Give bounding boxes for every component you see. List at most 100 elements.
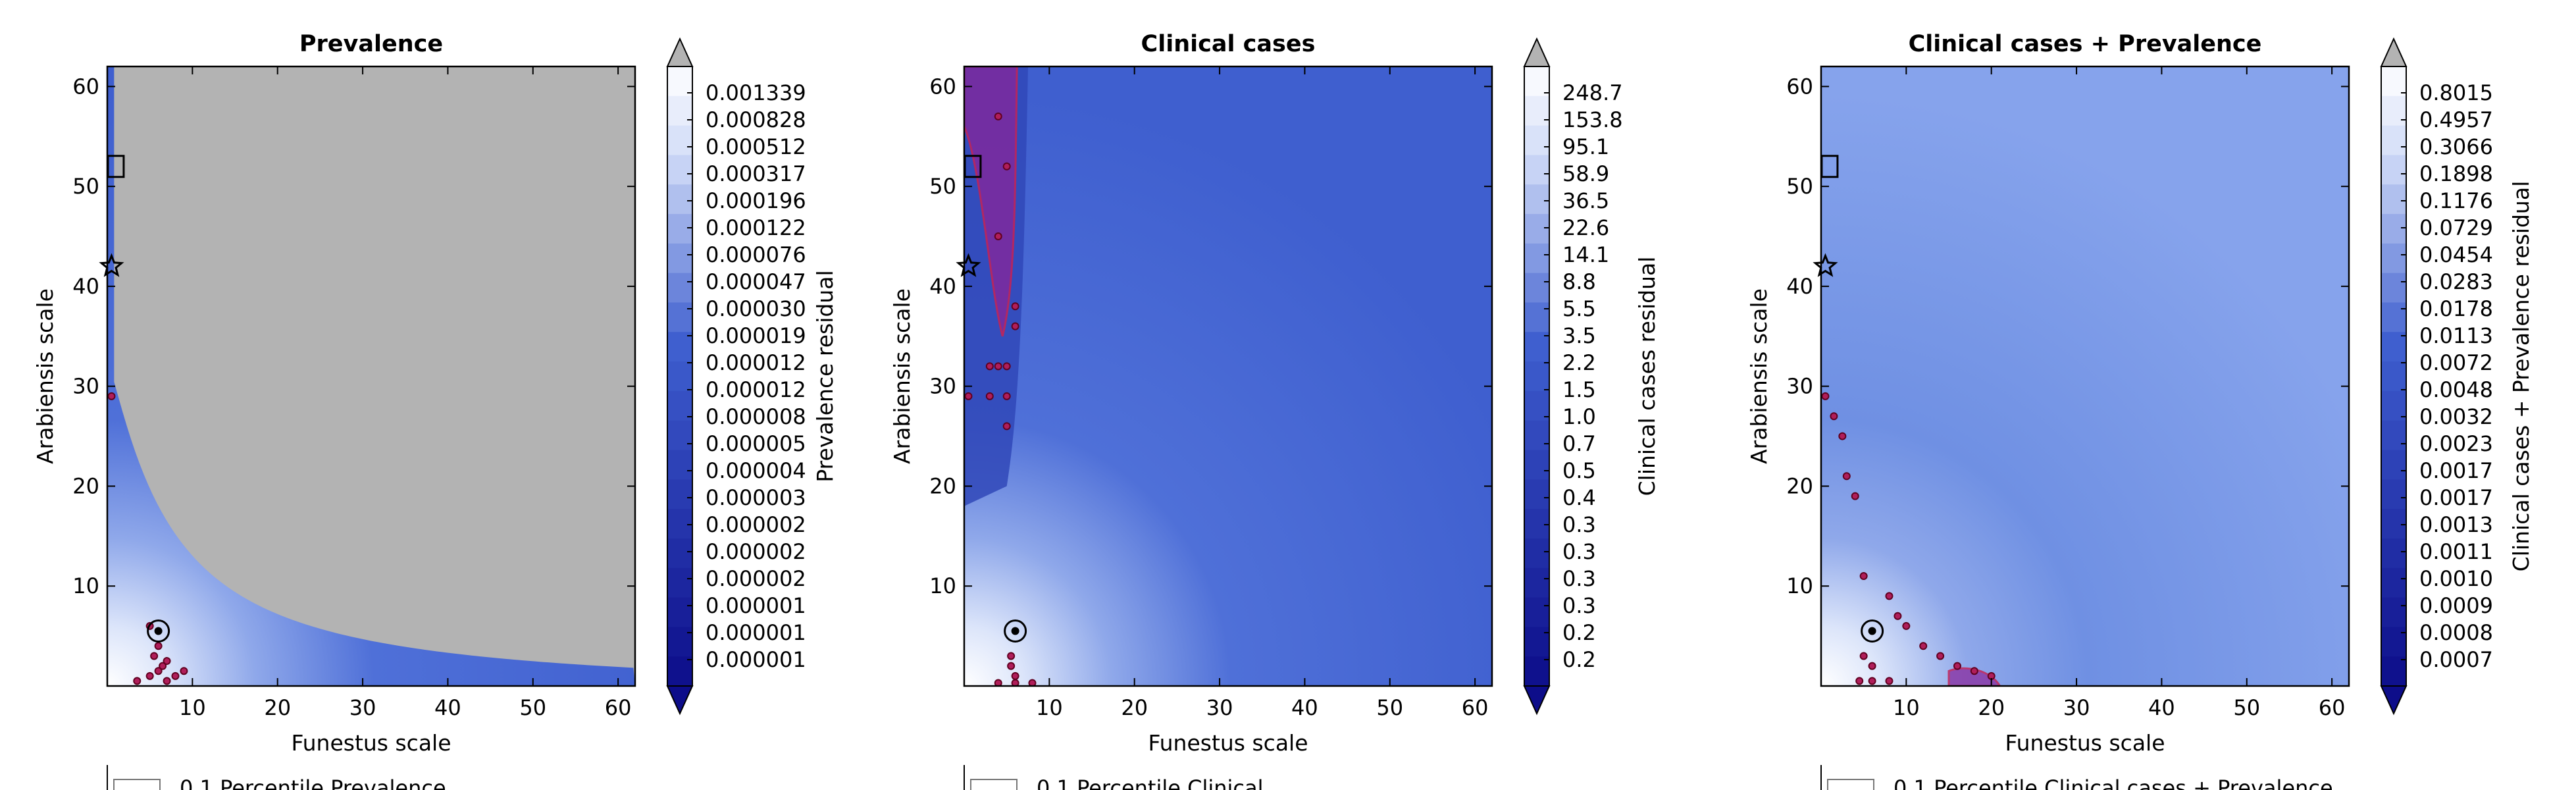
y-tick-label: 20 [1786,473,1813,498]
colorbar-segment [2381,420,2406,451]
colorbar-tick-label: 8.8 [1562,269,1596,294]
colorbar-extend-top [2380,37,2408,67]
low-residual-point [107,392,116,400]
colorbar-segment [667,479,692,510]
low-residual-region [964,66,1018,337]
colorbar-segment [667,66,692,97]
colorbar-tick-label: 0.3 [1562,593,1596,618]
colorbar-segment [667,597,692,627]
colorbar-segment [1524,567,1549,598]
colorbar-segment [1524,420,1549,451]
colorbar-tick-label: 0.000019 [706,323,806,348]
colorbar-tick-label: 0.000001 [706,620,806,645]
colorbar-label: Prevalence residual [812,270,838,482]
x-tick-label: 30 [349,695,376,720]
colorbar-segment [1524,656,1549,687]
colorbar-tick-label: 58.9 [1562,161,1609,186]
colorbar-tick-label: 0.0032 [2419,404,2493,429]
colorbar-tick-label: 0.4957 [2419,107,2493,132]
low-residual-point [1842,472,1851,481]
colorbar-segment [1524,597,1549,627]
colorbar-tick-label: 0.2 [1562,620,1596,645]
low-residual-point [1002,422,1011,431]
x-tick-label: 20 [264,695,291,720]
colorbar-tick-label: 5.5 [1562,296,1596,321]
low-residual-point [145,672,154,680]
colorbar-segment [2381,656,2406,687]
low-residual-point [1953,662,1961,670]
y-tick-label: 40 [1786,274,1813,299]
colorbar-segment [2381,273,2406,303]
colorbar-segment [667,538,692,569]
x-tick-label: 60 [1462,695,1489,720]
low-residual-point [1970,667,1978,675]
colorbar-segment [1524,332,1549,362]
colorbar-tick-label: 0.000002 [706,539,806,564]
colorbar-segment [2381,66,2406,97]
colorbar-tick-label: 153.8 [1562,107,1623,132]
y-tick-label: 40 [929,274,956,299]
chart-clinical-prevalence: 10 10 20 20 30 30 40 40 50 50 60 60 Clinical cases +… [1746,31,2534,790]
y-tick-label: 40 [72,274,99,299]
low-residual-point [1007,652,1016,660]
low-residual-point [1011,322,1019,330]
colorbar-tick-label: 0.0017 [2419,458,2493,483]
chart-title: Clinical cases + Prevalence [1909,31,2262,57]
axes-frame [106,65,636,687]
colorbar-tick-label: 0.000008 [706,404,806,429]
colorbar-frame [2381,66,2407,687]
low-residual-point [1919,642,1928,650]
colorbar-tick-label: 0.0007 [2419,647,2493,672]
axes-frame [963,65,1493,687]
y-tick-label: 50 [929,174,956,199]
colorbar-tick-label: 2.2 [1562,350,1596,375]
colorbar-segment [2381,361,2406,392]
colorbar-segment [2381,302,2406,332]
circled-point-dot [1868,627,1876,635]
legend-text: 0.1 Percentile Prevalence [180,776,446,790]
x-tick-label: 10 [179,695,206,720]
colorbar-label: Clinical cases + Prevalence residual [2508,181,2534,571]
colorbar-segment [1524,538,1549,569]
low-residual-point [985,392,994,400]
low-residual-point [154,642,163,650]
colorbar-segment [1524,302,1549,332]
x-tick-label: 20 [1978,695,2005,720]
colorbar-tick-label: 0.000002 [706,566,806,591]
low-residual-point [1868,662,1876,670]
low-residual-point [171,672,180,680]
colorbar-segment [2381,538,2406,569]
colorbar-tick-label: 0.0009 [2419,593,2493,618]
residual-field [1821,66,2349,686]
x-tick-label: 50 [2233,695,2260,720]
colorbar-segment [2381,243,2406,274]
star-marker [956,253,981,277]
y-tick-label: 30 [929,374,956,399]
colorbar-tick-label: 95.1 [1562,134,1609,159]
x-axis-label: Funestus scale [291,730,451,756]
low-residual-point [1007,662,1016,670]
colorbar-segment [1524,509,1549,539]
plot-area [107,66,635,686]
colorbar-tick-label: 0.000196 [706,188,806,213]
colorbar-tick-label: 0.1898 [2419,161,2493,186]
colorbar-segment [1524,155,1549,185]
colorbar-tick-label: 0.000122 [706,215,806,240]
colorbar-segment [2381,95,2406,126]
low-residual-point [1002,362,1011,371]
colorbar-tick-label: 0.000512 [706,134,806,159]
y-tick-label: 10 [1786,573,1813,598]
colorbar-tick-label: 0.0729 [2419,215,2493,240]
star-marker [99,253,124,277]
colorbar-segment [2381,214,2406,244]
chart-clinical-cases: 10 10 20 20 30 30 40 40 50 50 60 60 Clinical cases Fu… [889,31,1660,790]
chart-title: Prevalence [299,31,443,57]
colorbar-tick-label: 0.0023 [2419,431,2493,456]
colorbar-tick-label: 0.0048 [2419,377,2493,402]
colorbar-tick-label: 0.000001 [706,647,806,672]
colorbar-segment [667,361,692,392]
x-tick-label: 60 [2319,695,2346,720]
chart-prevalence: 10 10 20 20 30 30 40 40 50 50 60 60 Prevalence Funest… [32,31,838,790]
x-axis-label: Funestus scale [2005,730,2165,756]
colorbar-tick-label: 0.000047 [706,269,806,294]
